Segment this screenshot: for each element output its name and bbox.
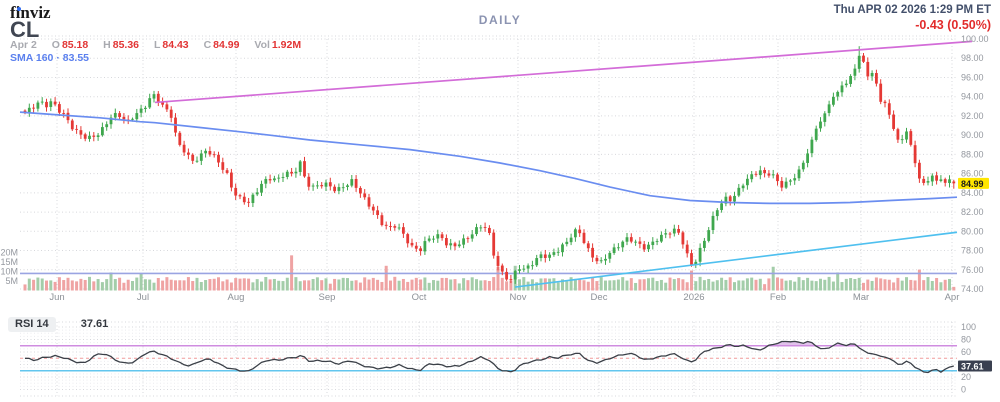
svg-text:Aug: Aug: [228, 292, 245, 303]
open-label: O: [51, 39, 60, 51]
svg-text:94.00: 94.00: [961, 92, 984, 102]
svg-text:15M: 15M: [0, 257, 18, 267]
close-label: C: [203, 39, 212, 51]
close-value: 84.99: [213, 39, 240, 51]
price-change-label: -0.43 (0.50%): [915, 18, 991, 32]
ohlc-quote-row: Apr 2 O 85.18 H 85.36 L 84.43 C 84.99 Vol 1.9…: [10, 39, 301, 51]
timeframe-label: DAILY: [478, 13, 522, 27]
svg-text:100: 100: [961, 322, 976, 332]
svg-text:Oct: Oct: [412, 292, 427, 303]
svg-text:84.99: 84.99: [961, 179, 984, 189]
svg-text:96.00: 96.00: [961, 72, 984, 82]
svg-text:100.00: 100.00: [961, 34, 989, 44]
ticker-symbol: CL: [10, 17, 40, 42]
candles-layer: [23, 46, 956, 284]
svg-text:86.00: 86.00: [961, 169, 984, 179]
open-value: 85.18: [61, 39, 89, 51]
support-trendline[interactable]: [514, 231, 958, 288]
svg-text:74.00: 74.00: [961, 284, 984, 294]
svg-text:90.00: 90.00: [961, 130, 984, 140]
svg-text:84.00: 84.00: [961, 188, 984, 198]
svg-text:92.00: 92.00: [961, 111, 984, 121]
svg-text:Sep: Sep: [319, 292, 336, 303]
rsi-name-badge: RSI 14: [8, 317, 56, 332]
svg-text:Feb: Feb: [770, 292, 786, 303]
svg-text:0: 0: [961, 385, 966, 395]
svg-text:80.00: 80.00: [961, 226, 984, 236]
svg-text:98.00: 98.00: [961, 53, 984, 63]
finviz-logo[interactable]: finviz: [10, 3, 51, 23]
svg-text:Nov: Nov: [510, 292, 527, 303]
svg-text:Jun: Jun: [49, 292, 64, 303]
rsi-indicator-row: RSI 14 37.61: [8, 317, 108, 332]
svg-text:5M: 5M: [5, 276, 18, 286]
svg-text:Dec: Dec: [591, 292, 608, 303]
svg-text:82.00: 82.00: [961, 207, 984, 217]
high-value: 85.36: [112, 39, 140, 51]
svg-text:2026: 2026: [683, 292, 704, 303]
quote-date: Apr 2: [10, 39, 37, 51]
low-label: L: [153, 39, 161, 51]
sma-name: SMA 160: [10, 52, 54, 64]
sma-indicator-row: SMA 160 · 83.55: [10, 52, 89, 64]
volume-label: Vol: [254, 39, 270, 51]
rsi-line: [24, 340, 954, 374]
svg-text:20M: 20M: [0, 247, 18, 257]
sma-sep: ·: [56, 52, 60, 64]
rsi-current-value: 37.61: [80, 318, 109, 330]
svg-text:37.61: 37.61: [961, 361, 984, 371]
svg-text:Apr: Apr: [945, 292, 960, 303]
grid-layer: [20, 35, 957, 397]
rsi-value-badge: 37.61: [958, 360, 992, 372]
svg-text:60: 60: [961, 347, 971, 357]
svg-text:88.00: 88.00: [961, 149, 984, 159]
resistance-trendline[interactable]: [154, 40, 973, 104]
axis-labels: 74.00 76.00 78.00 80.00 82.00 84.00 86.00 88.00…: [0, 34, 988, 395]
sma-value: 83.55: [62, 52, 90, 64]
svg-text:76.00: 76.00: [961, 265, 984, 275]
logo-i-dot: [17, 7, 22, 12]
svg-text:80: 80: [961, 335, 971, 345]
datetime-label: Thu APR 02 2026 1:29 PM ET: [833, 4, 991, 16]
svg-text:Mar: Mar: [853, 292, 869, 303]
rsi-overbought-fill: [724, 341, 860, 346]
svg-text:Jul: Jul: [137, 292, 149, 303]
sma160-line: [19, 111, 958, 205]
svg-text:78.00: 78.00: [961, 246, 984, 256]
volume-value: 1.92M: [271, 39, 302, 51]
volume-bars-layer: [23, 255, 956, 291]
low-value: 84.43: [162, 39, 189, 51]
high-label: H: [103, 39, 111, 51]
svg-text:10M: 10M: [0, 266, 18, 276]
current-price-badge: 84.99: [958, 177, 989, 189]
svg-text:20: 20: [961, 372, 971, 382]
